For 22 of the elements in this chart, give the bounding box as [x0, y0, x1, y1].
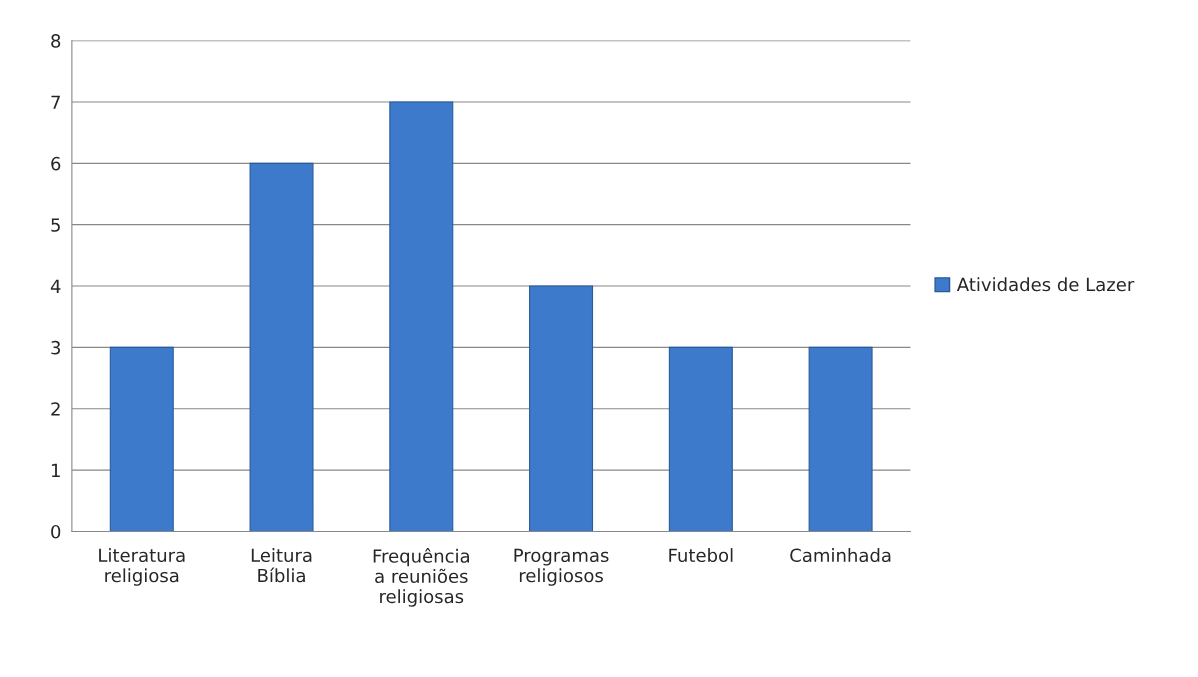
- bar: [109, 346, 174, 532]
- bar: [668, 346, 733, 532]
- y-tick-label: 3: [51, 340, 61, 355]
- x-tick-label: Programas religiosos: [514, 548, 609, 586]
- bar: [389, 101, 454, 532]
- x-tick-label: Futebol: [669, 548, 733, 563]
- y-tick-label: 7: [51, 95, 60, 109]
- y-tick-label: 1: [51, 463, 60, 477]
- x-tick-label: Caminhada: [790, 548, 891, 563]
- bar: [249, 162, 314, 532]
- bar: [808, 346, 873, 532]
- y-tick-label: 6: [51, 156, 61, 171]
- y-tick-label: 2: [51, 402, 60, 416]
- x-tick-label: Leitura Bíblia: [251, 548, 312, 583]
- bar: [529, 285, 594, 532]
- y-tick-label: 4: [50, 279, 61, 293]
- y-tick-label: 5: [51, 218, 60, 232]
- x-tick-label: Literatura religiosa: [99, 548, 185, 586]
- legend-label: Atividades de Lazer: [956, 277, 1135, 292]
- y-tick-label: 8: [51, 34, 61, 48]
- y-tick-label: 0: [51, 524, 61, 539]
- x-tick-label: Frequência a reuniões religiosas: [373, 548, 469, 607]
